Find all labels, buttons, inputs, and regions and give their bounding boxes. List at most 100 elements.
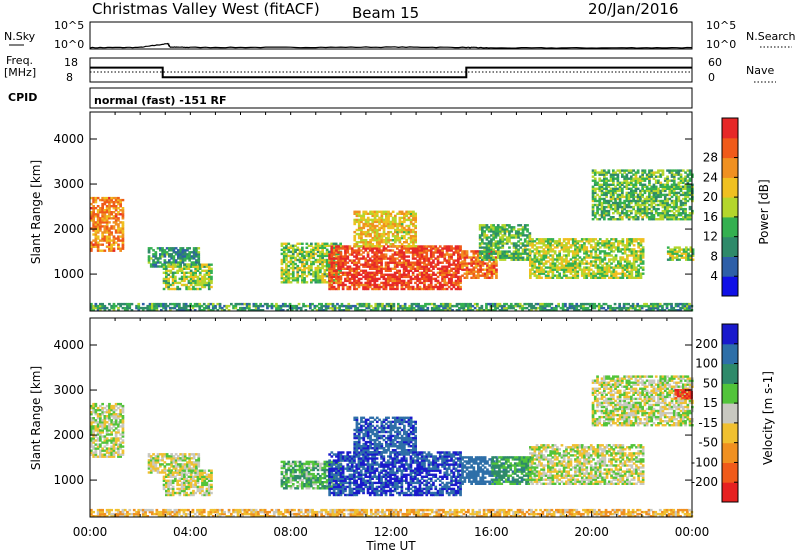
heatmap-cell — [663, 193, 667, 197]
heatmap-cell — [177, 255, 180, 258]
heatmap-cell — [407, 269, 410, 272]
heatmap-cell — [388, 302, 391, 306]
heatmap-cell — [162, 306, 165, 310]
heatmap-cell — [643, 191, 647, 195]
heatmap-cell — [291, 262, 295, 266]
heatmap-cell — [310, 279, 313, 282]
heatmap-cell — [316, 242, 320, 245]
heatmap-cell — [405, 249, 408, 252]
heatmap-cell — [398, 220, 402, 224]
heatmap-cell — [287, 248, 291, 251]
heatmap-cell — [691, 258, 695, 261]
heatmap-cell — [287, 277, 291, 280]
heatmap-cell — [621, 244, 625, 247]
heatmap-cell — [465, 270, 469, 273]
heatmap-cell — [630, 209, 633, 213]
heatmap-cell — [501, 246, 505, 249]
heatmap-cell — [298, 268, 302, 272]
heatmap-cell — [523, 252, 527, 255]
heatmap-cell — [275, 309, 278, 312]
heatmap-cell — [164, 306, 168, 310]
heatmap-cell — [378, 236, 381, 240]
heatmap-cell — [479, 262, 482, 265]
heatmap-cell — [196, 277, 200, 281]
heatmap-cell — [672, 191, 676, 195]
heatmap-cell — [567, 238, 570, 241]
heatmap-cell — [387, 232, 390, 236]
heatmap-cell — [368, 263, 372, 266]
heatmap-cell — [391, 216, 395, 220]
heatmap-cell — [553, 274, 557, 277]
heatmap-cell — [312, 248, 315, 251]
heatmap-cell — [675, 254, 679, 257]
heatmap-cell — [366, 243, 370, 246]
heatmap-cell — [310, 281, 313, 284]
heatmap-cell — [328, 244, 331, 247]
heatmap-cell — [639, 242, 643, 245]
heatmap-cell — [474, 274, 478, 277]
heatmap-cell — [375, 269, 379, 272]
heatmap-cell — [375, 214, 379, 218]
heatmap-cell — [385, 212, 388, 215]
heatmap-cell — [645, 216, 649, 219]
heatmap-cell — [558, 240, 561, 243]
heatmap-cell — [207, 273, 211, 276]
heatmap-cell — [371, 236, 375, 240]
heatmap-cell — [618, 197, 622, 201]
heatmap-cell — [593, 171, 597, 174]
heatmap-cell — [641, 187, 644, 190]
heatmap-cell — [385, 309, 389, 312]
heatmap-cell — [612, 201, 615, 205]
heatmap-cell — [483, 254, 486, 257]
heatmap-cell — [591, 189, 595, 193]
heatmap-cell — [625, 181, 629, 184]
heatmap-cell — [188, 253, 191, 256]
heatmap-cell — [668, 205, 672, 209]
heatmap-cell — [605, 238, 609, 241]
heatmap-cell — [348, 285, 352, 289]
heatmap-cell — [682, 177, 685, 180]
heatmap-cell — [433, 304, 436, 308]
heatmap-cell — [614, 173, 617, 176]
heatmap-cell — [569, 266, 573, 269]
heatmap-cell — [592, 256, 595, 259]
heatmap-cell — [499, 228, 502, 231]
heatmap-cell — [282, 273, 286, 276]
heatmap-cell — [626, 276, 629, 279]
heatmap-cell — [675, 246, 679, 249]
heatmap-cell — [171, 279, 175, 283]
heatmap-cell — [434, 277, 438, 281]
heatmap-cell — [433, 309, 436, 312]
heatmap-cell — [523, 226, 527, 229]
heatmap-cell — [457, 283, 460, 287]
heatmap-cell — [313, 304, 317, 308]
heatmap-cell — [420, 253, 424, 256]
heatmap-cell — [459, 287, 462, 291]
heatmap-cell — [592, 246, 595, 249]
heatmap-cell — [585, 254, 589, 257]
heatmap-cell — [601, 264, 604, 267]
heatmap-cell — [172, 251, 176, 254]
heatmap-cell — [523, 306, 527, 310]
heatmap-cell — [512, 250, 516, 253]
heatmap-cell — [178, 302, 181, 306]
heatmap-cell — [451, 304, 454, 308]
heatmap-cell — [161, 263, 164, 266]
heatmap-cell — [294, 258, 297, 262]
heatmap-cell — [194, 283, 197, 287]
heatmap-cell — [197, 257, 201, 260]
heatmap-cell — [443, 265, 447, 268]
heatmap-cell — [355, 267, 359, 270]
heatmap-cell — [412, 234, 415, 238]
heatmap-cell — [498, 304, 502, 308]
heatmap-cell — [632, 199, 635, 203]
heatmap-cell — [155, 304, 159, 308]
heatmap-cell — [337, 283, 340, 287]
heatmap-cell — [121, 241, 125, 244]
heatmap-cell — [641, 256, 645, 259]
heatmap-cell — [211, 302, 215, 306]
heatmap-cell — [94, 198, 98, 202]
heatmap-cell — [643, 207, 647, 211]
heatmap-cell — [169, 275, 173, 279]
heatmap-cell — [99, 217, 102, 220]
